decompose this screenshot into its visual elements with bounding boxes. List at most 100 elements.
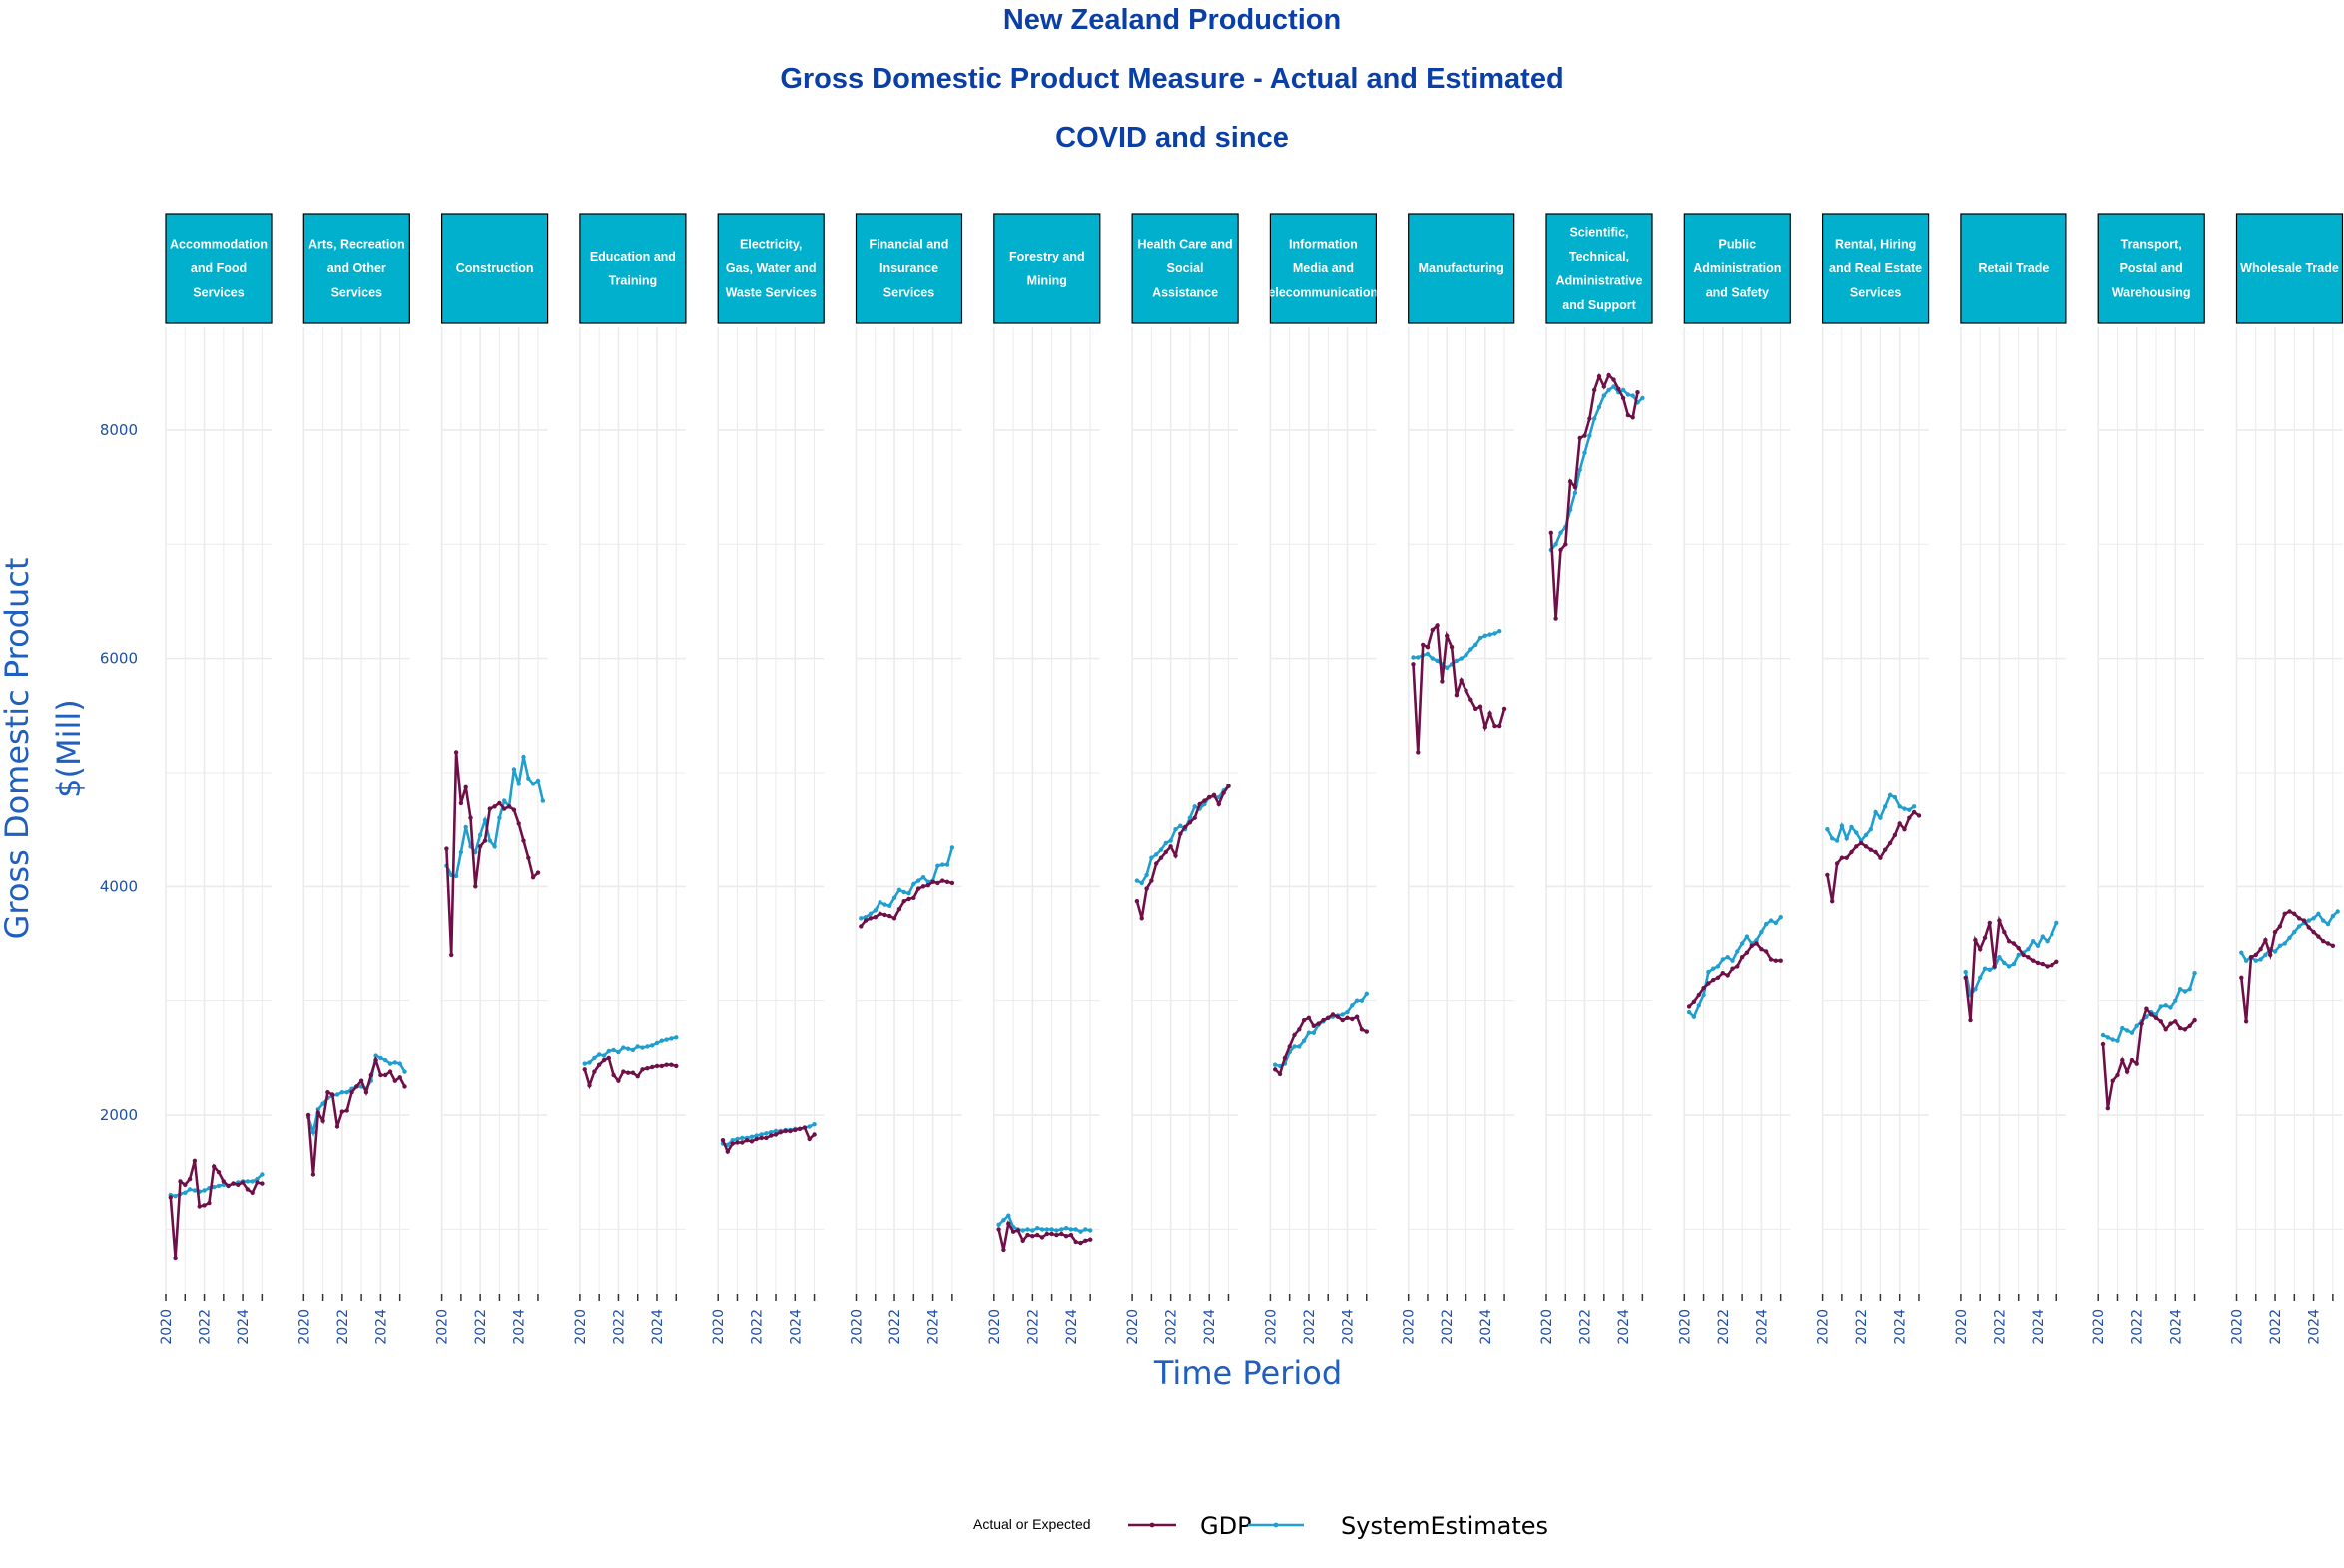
data-point-gdp [315, 1110, 320, 1115]
data-point-system-estimates [1359, 998, 1365, 1003]
x-axis-title: Time Period [1153, 1354, 1342, 1392]
x-tick-label: 2022 [1025, 1309, 1041, 1345]
facet-strip-label: Retail Trade [1978, 261, 2049, 275]
data-point-gdp [2272, 929, 2278, 935]
data-point-system-estimates [1730, 958, 1735, 963]
y-tick-label: 4000 [100, 877, 138, 895]
facet-panel: Retail Trade 2020 2022 2024 [1954, 213, 2067, 1345]
facet-strip-label: Financial and Insurance Services [870, 238, 949, 300]
data-point-system-estimates [1601, 393, 1607, 398]
data-point-system-estimates [1044, 1227, 1050, 1232]
x-tick-label: 2020 [573, 1309, 589, 1345]
data-point-gdp [458, 800, 464, 806]
facet-panel: Information Media and Telecommunications 20… [1263, 213, 1378, 1345]
data-point-gdp [1154, 861, 1159, 866]
data-point-gdp [759, 1135, 764, 1141]
data-point-system-estimates [482, 817, 488, 823]
x-tick-label: 2024 [2031, 1309, 2047, 1345]
data-point-gdp [669, 1062, 674, 1067]
data-point-gdp [1778, 958, 1783, 963]
data-point-system-estimates [255, 1176, 260, 1182]
data-point-gdp [1350, 1016, 1355, 1022]
data-point-system-estimates [212, 1184, 217, 1190]
facet-panel: Education and Training 2020 2022 2024 [573, 213, 687, 1345]
x-tick-label: 2024 [1893, 1309, 1909, 1345]
data-point-gdp [1001, 1247, 1006, 1253]
data-point-gdp [245, 1187, 251, 1192]
data-point-gdp [1020, 1238, 1025, 1244]
y-axis-title: Gross Domestic Product [0, 558, 36, 940]
data-point-system-estimates [901, 889, 906, 895]
data-point-gdp [1577, 435, 1582, 441]
facet-strip [2235, 213, 2344, 324]
legend: Actual or Expected GDP SystemEstimates [973, 1512, 1548, 1540]
data-point-system-estimates [1078, 1229, 1083, 1234]
x-tick-label: 2022 [1578, 1309, 1594, 1345]
data-point-system-estimates [1907, 807, 1912, 812]
data-point-gdp [1364, 1029, 1370, 1034]
data-point-gdp [236, 1182, 241, 1188]
data-point-system-estimates [2321, 918, 2326, 923]
data-point-system-estimates [625, 1046, 631, 1051]
data-point-system-estimates [1725, 955, 1730, 960]
data-point-system-estimates [949, 845, 955, 850]
data-point-system-estimates [1030, 1228, 1035, 1233]
data-point-gdp [2277, 924, 2283, 929]
data-point-system-estimates [2050, 932, 2054, 937]
data-point-gdp [2021, 952, 2026, 958]
data-point-system-estimates [1273, 1062, 1278, 1067]
data-point-gdp [1849, 849, 1854, 855]
data-point-system-estimates [1454, 658, 1460, 664]
data-point-gdp [1211, 792, 1217, 797]
data-point-system-estimates [1425, 651, 1431, 657]
data-point-system-estimates [2054, 920, 2059, 926]
data-point-gdp [2134, 1061, 2139, 1066]
data-point-system-estimates [1025, 1227, 1030, 1232]
facet-strip [1545, 213, 1653, 324]
data-point-system-estimates [2011, 961, 2017, 967]
data-point-system-estimates [1350, 1003, 1355, 1008]
data-point-gdp [1596, 374, 1602, 379]
data-point-system-estimates [1340, 1012, 1345, 1017]
data-point-system-estimates [2306, 918, 2311, 923]
facet-strip [1131, 213, 1239, 324]
data-point-gdp [1134, 899, 1140, 904]
data-point-system-estimates [1691, 1014, 1697, 1019]
data-point-gdp [1558, 547, 1563, 553]
data-point-system-estimates [915, 878, 921, 883]
data-point-gdp [392, 1078, 397, 1083]
data-point-system-estimates [882, 902, 887, 907]
data-point-gdp [1997, 918, 2002, 923]
facet-strip-label: Electricity, Gas, Water and Waste Services [726, 238, 817, 300]
data-point-system-estimates [1596, 404, 1602, 410]
data-point-gdp [882, 912, 887, 918]
data-point-gdp [1987, 920, 1993, 926]
data-point-gdp [1839, 855, 1845, 860]
data-point-gdp [664, 1062, 669, 1067]
data-point-gdp [1202, 798, 1207, 803]
data-point-gdp [769, 1133, 774, 1138]
data-point-system-estimates [1735, 949, 1740, 954]
data-point-gdp [2292, 911, 2297, 916]
data-point-system-estimates [1059, 1227, 1064, 1232]
data-point-gdp [1973, 937, 1978, 943]
data-point-gdp [216, 1170, 222, 1175]
data-point-system-estimates [1306, 1030, 1312, 1035]
x-tick-label: 2024 [1064, 1309, 1080, 1345]
data-point-gdp [625, 1070, 631, 1075]
data-point-system-estimates [1158, 847, 1164, 852]
data-point-gdp [1207, 794, 1212, 800]
data-point-system-estimates [887, 903, 892, 908]
facet-strip [1821, 213, 1930, 324]
legend-key [1128, 1522, 1176, 1528]
x-tick-label: 2024 [2168, 1309, 2184, 1345]
data-point-system-estimates [1963, 969, 1968, 975]
series-line-system-estimates [1964, 922, 2058, 998]
chart-title-line2: Gross Domestic Product Measure - Actual … [780, 63, 1564, 95]
data-point-system-estimates [1982, 966, 1988, 971]
data-point-system-estimates [1364, 991, 1370, 996]
data-point-gdp [1345, 1015, 1350, 1020]
data-point-gdp [1730, 966, 1735, 971]
data-point-gdp [654, 1063, 660, 1069]
data-point-gdp [949, 880, 955, 886]
